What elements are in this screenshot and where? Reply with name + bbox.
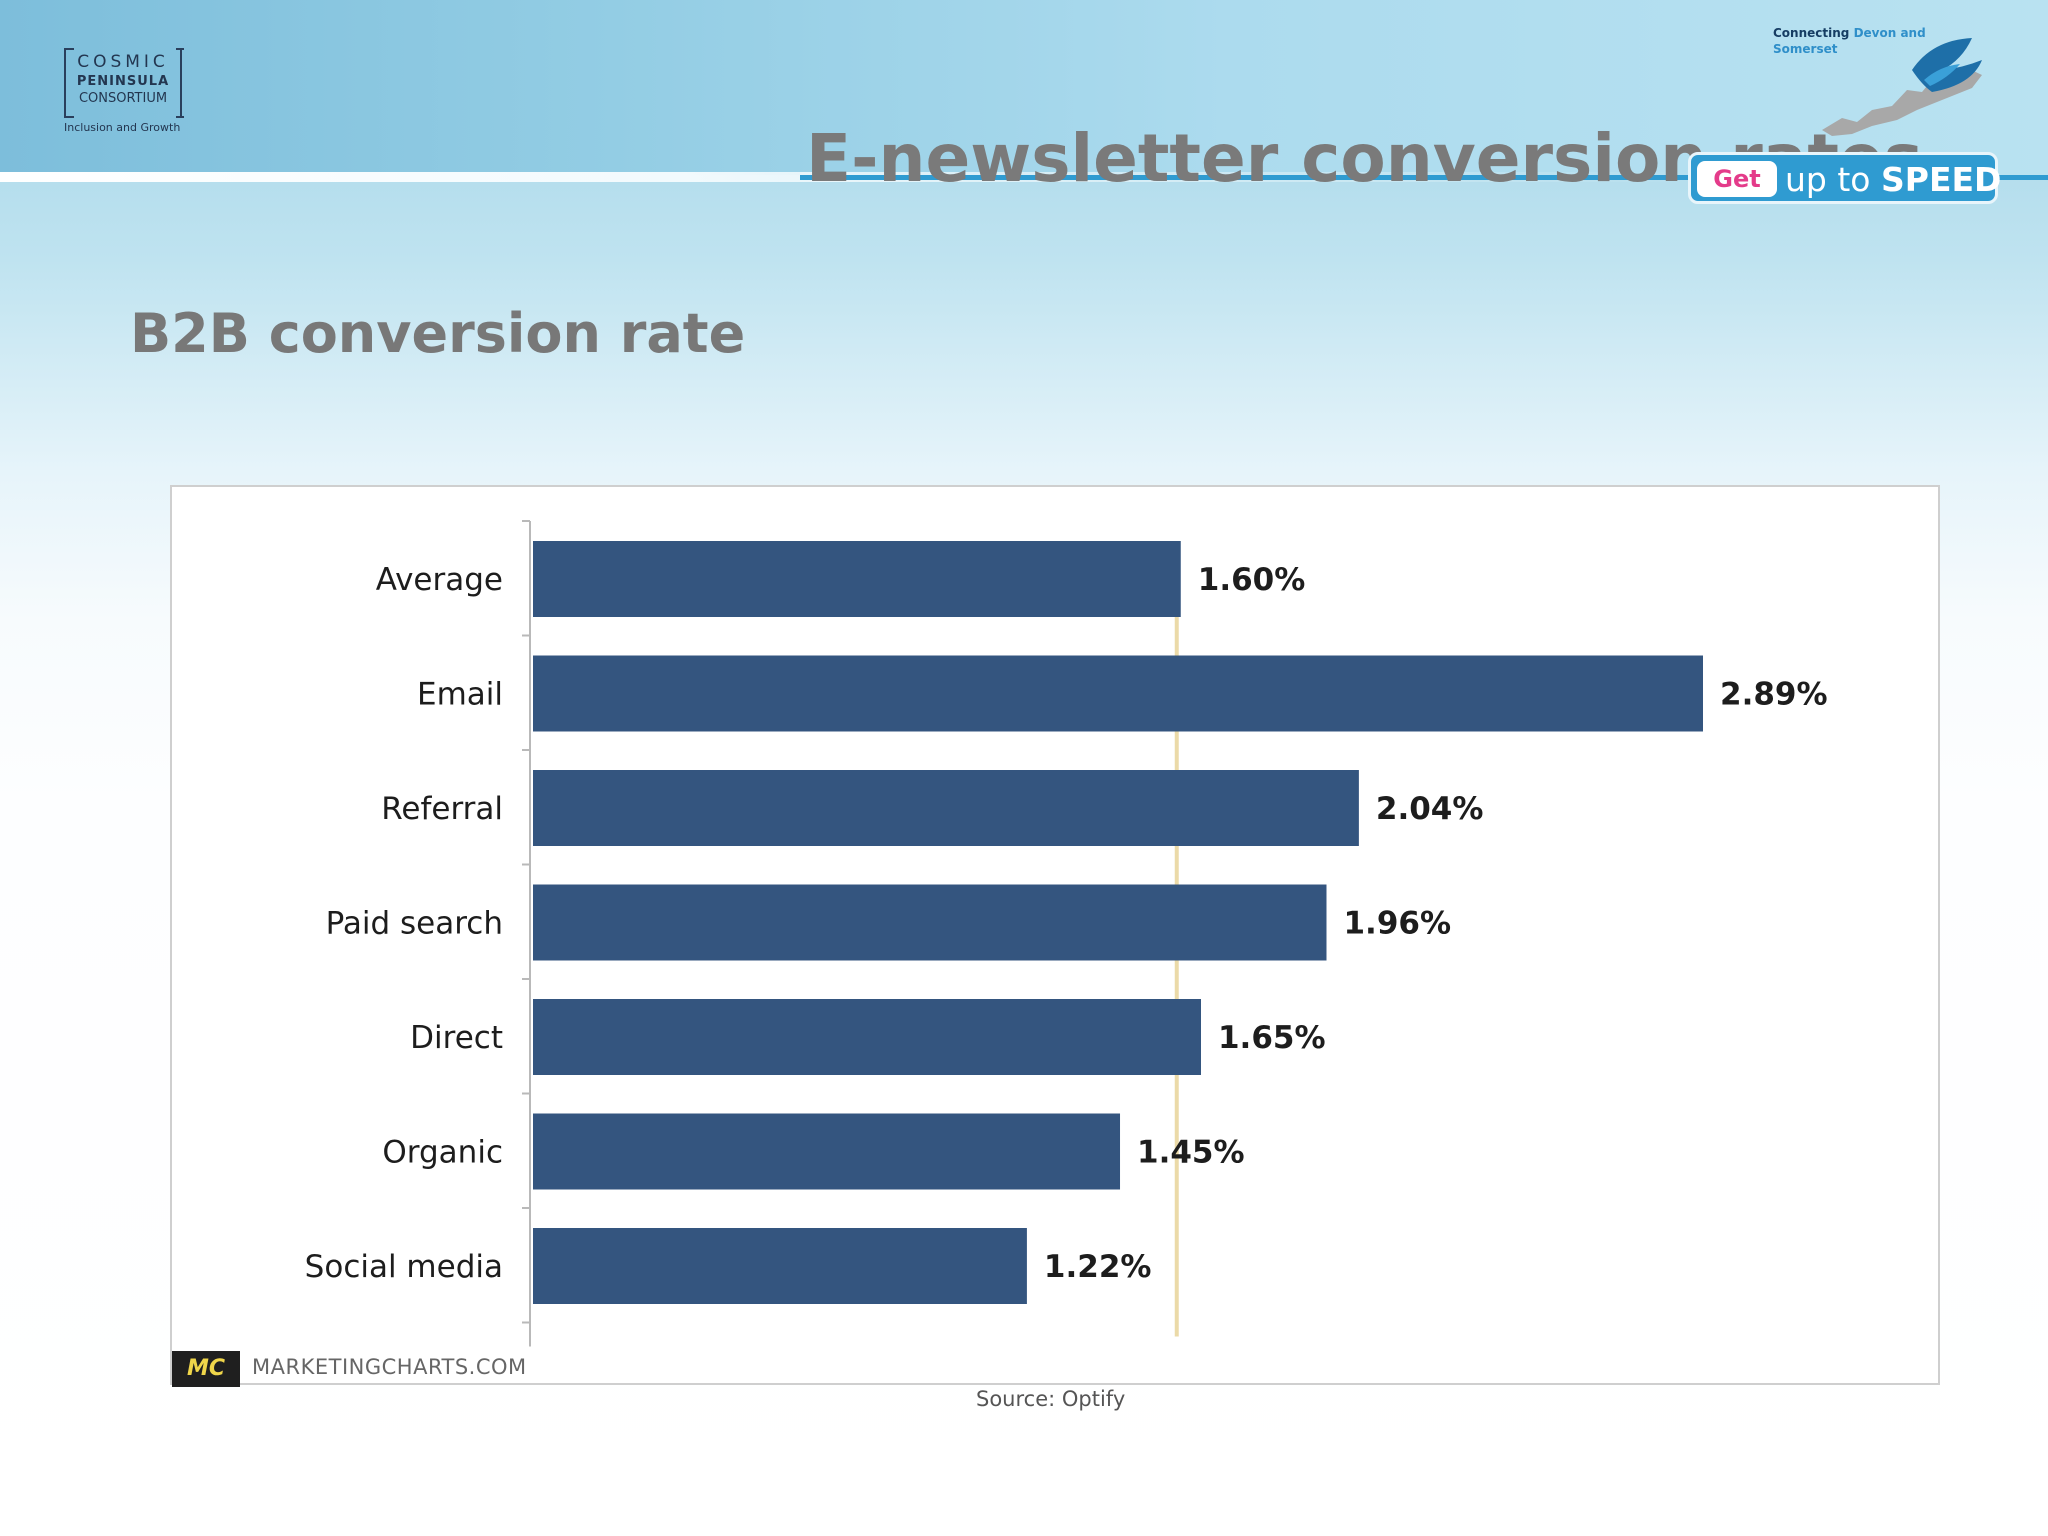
brand-connecting: Connecting	[1773, 26, 1850, 40]
bar-direct	[533, 999, 1201, 1075]
accent-line	[800, 175, 2048, 180]
category-label: Average	[376, 562, 503, 598]
header-band	[0, 0, 2048, 175]
category-label: Paid search	[326, 906, 503, 942]
logo-line-1: COSMIC	[77, 52, 169, 72]
category-label: Organic	[382, 1135, 503, 1171]
data-label: 1.22%	[1044, 1249, 1152, 1285]
cosmic-logo: COSMIC PENINSULA CONSORTIUM	[64, 48, 182, 118]
map-logo-icon	[1822, 38, 1982, 136]
logo-line-2: PENINSULA	[76, 74, 170, 89]
logo-line-3: CONSORTIUM	[78, 91, 168, 106]
data-label: 1.45%	[1137, 1135, 1245, 1171]
category-label: Email	[417, 677, 503, 713]
bar-average	[533, 541, 1181, 617]
bar-chart: Average 1.60% Email 2.89% Referral 2.04% Paid …	[305, 520, 1828, 1347]
data-label: 1.60%	[1198, 562, 1306, 598]
chart-subtitle: B2B conversion rate	[130, 302, 746, 365]
chart-source: Source: Optify	[976, 1387, 1126, 1411]
bar-paid-search	[533, 884, 1327, 961]
bar-organic	[533, 1113, 1121, 1190]
badge-speed: SPEED	[1880, 160, 2002, 199]
data-label: 2.04%	[1376, 791, 1484, 827]
category-label: Referral	[381, 791, 503, 827]
data-label: 1.96%	[1343, 906, 1451, 942]
chart-frame: Average 1.60% Email 2.89% Referral 2.04% Paid …	[170, 485, 1940, 1387]
brand-regions: Devon and Somerset	[1773, 26, 1926, 56]
bar-email	[533, 655, 1703, 732]
badge-get: Get	[1697, 161, 1777, 197]
bar-social-media	[533, 1228, 1027, 1304]
marketingcharts-site: MARKETINGCHARTS.COM	[252, 1355, 527, 1379]
category-label: Social media	[305, 1249, 503, 1285]
badge-up-to: up to	[1785, 160, 1871, 199]
data-label: 1.65%	[1218, 1020, 1326, 1056]
mc-logo: MC	[172, 1351, 240, 1387]
category-label: Direct	[410, 1020, 503, 1056]
connecting-brand: Connecting Devon and Somerset	[1773, 25, 1933, 57]
bar-referral	[533, 770, 1359, 846]
data-label: 2.89%	[1720, 677, 1828, 713]
logo-tagline: Inclusion and Growth	[64, 121, 181, 134]
up-to-speed-badge: Get up to SPEED	[1688, 152, 2001, 204]
badge-text: up to SPEED	[1785, 161, 2001, 199]
